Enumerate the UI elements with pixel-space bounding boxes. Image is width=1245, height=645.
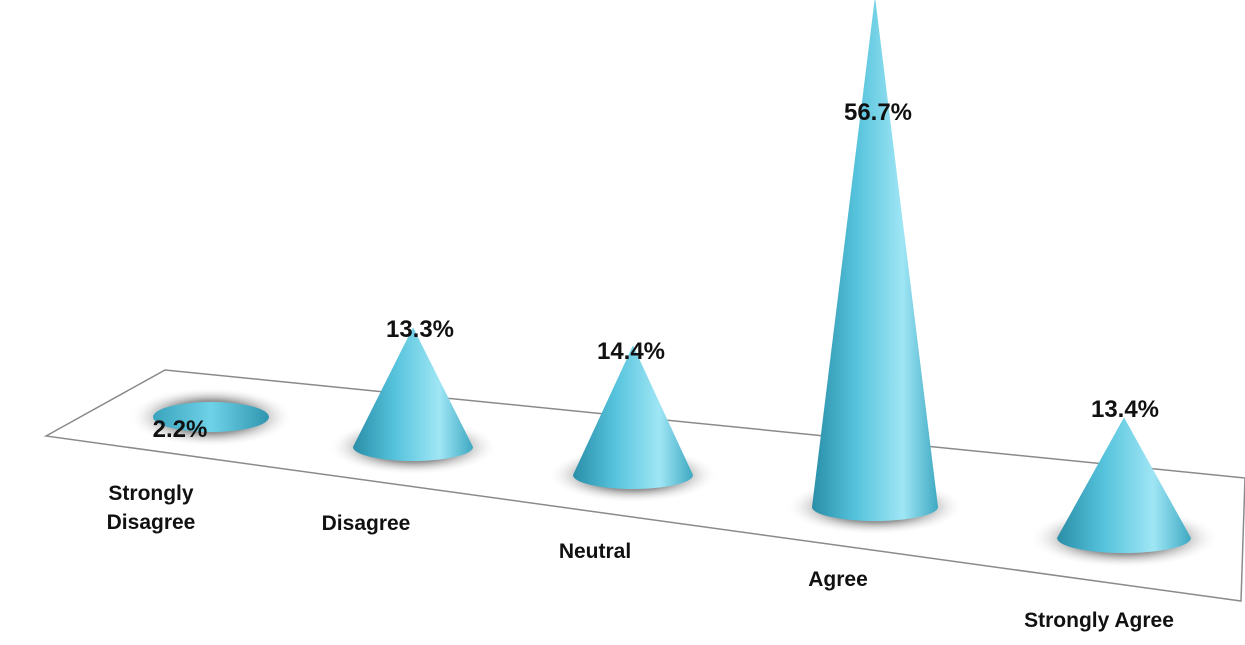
category-label: Strongly Disagree — [107, 482, 196, 534]
cone-mark — [1057, 417, 1191, 553]
category-label: Strongly Agree — [1024, 609, 1174, 632]
value-label: 13.3% — [386, 316, 454, 343]
value-label: 14.4% — [597, 338, 665, 365]
cone-mark — [812, 0, 938, 521]
category-label: Agree — [808, 568, 868, 591]
cone-mark — [353, 327, 473, 461]
category-label: Neutral — [559, 540, 631, 563]
value-label: 56.7% — [844, 99, 912, 126]
cone-mark — [573, 345, 693, 489]
value-label: 13.4% — [1091, 396, 1159, 423]
cone-mark — [153, 402, 269, 432]
value-label: 2.2% — [153, 416, 208, 443]
category-label: Disagree — [322, 512, 411, 535]
